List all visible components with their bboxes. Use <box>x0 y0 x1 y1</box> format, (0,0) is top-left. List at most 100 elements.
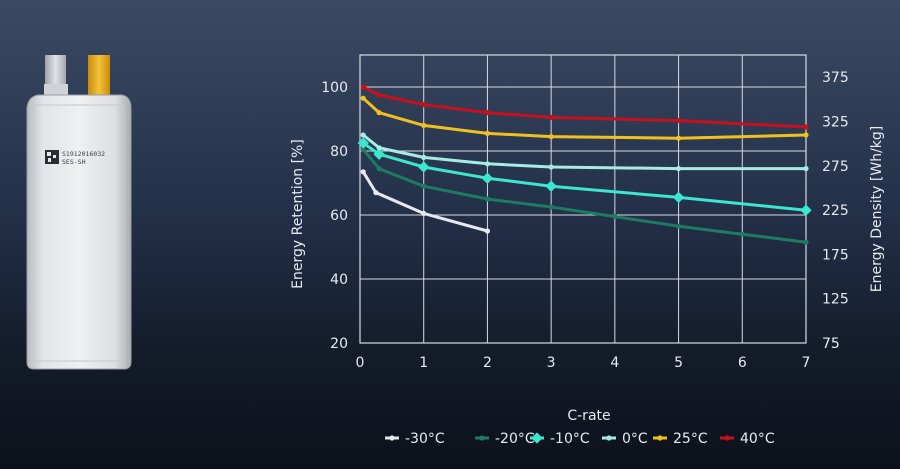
series-point <box>481 172 494 184</box>
series-point <box>360 169 366 175</box>
y2-tick-label: 125 <box>822 292 849 308</box>
series-point <box>484 130 491 136</box>
series-point <box>376 92 382 98</box>
y-axis-label: Energy Retention [%] <box>290 139 306 289</box>
y2-axis-label: Energy Density [Wh/kg] <box>869 126 885 293</box>
series--20C <box>360 146 809 245</box>
legend-item: 40°C <box>720 431 775 447</box>
y2-tick-label: 325 <box>822 114 849 130</box>
legend-item: -30°C <box>385 431 445 447</box>
series-point <box>421 122 427 128</box>
series-line <box>361 141 808 212</box>
battery-qr-code <box>45 150 59 164</box>
legend-label: -30°C <box>405 431 445 447</box>
legend-swatch-marker <box>724 435 730 441</box>
battery-tab-positive <box>88 55 110 103</box>
series-point <box>373 190 379 196</box>
series-point <box>548 114 554 120</box>
series-point <box>675 135 682 141</box>
series-point <box>418 161 430 173</box>
series-point <box>376 110 382 116</box>
y-tick-label: 20 <box>330 336 348 352</box>
legend-item: -20°C <box>475 431 535 447</box>
series-point <box>548 204 554 210</box>
y2-tick-label: 75 <box>822 336 840 352</box>
series-point <box>484 161 491 167</box>
series-line <box>361 170 489 233</box>
series-point <box>360 95 366 101</box>
series--30C <box>360 169 491 234</box>
series-point <box>803 166 809 172</box>
x-tick-label: 5 <box>674 355 683 371</box>
plot-frame <box>359 54 807 344</box>
legend-swatch-marker <box>479 435 485 441</box>
battery-cell-image: S1912016032 SES-SH <box>26 55 132 370</box>
series-point <box>672 191 685 204</box>
series-point <box>675 118 682 124</box>
series-line <box>361 85 808 129</box>
series-point <box>675 166 682 172</box>
y-tick-label: 40 <box>330 272 348 288</box>
series-line <box>361 147 808 244</box>
series-point <box>373 148 385 160</box>
series-point <box>421 210 427 216</box>
legend-swatch-marker <box>389 435 395 441</box>
legend-item: 0°C <box>602 431 648 447</box>
legend-item: -10°C <box>530 431 590 447</box>
y2-tick-label: 275 <box>822 159 849 175</box>
series-point <box>675 223 682 229</box>
series-point <box>545 180 557 192</box>
series-point <box>360 146 366 152</box>
y2-tick-label: 175 <box>822 247 849 263</box>
x-tick-label: 1 <box>419 355 428 371</box>
y2-axis-ticks: 75 125 175 225 275 325 375 <box>822 70 849 352</box>
x-axis-ticks: 0 1 2 3 4 5 6 7 <box>356 355 811 371</box>
series-point <box>548 164 554 170</box>
x-tick-label: 2 <box>483 355 492 371</box>
battery-label-line1: S1912016032 <box>62 150 105 158</box>
chart-grid <box>359 54 807 344</box>
battery-label-line2: SES-SH <box>62 158 86 166</box>
legend-swatch-marker <box>657 435 663 441</box>
x-tick-label: 7 <box>802 355 811 371</box>
series-point <box>548 134 554 140</box>
legend-label: 25°C <box>673 431 708 447</box>
series-40C <box>360 84 809 130</box>
legend-swatch-marker <box>606 435 612 441</box>
legend-item: 25°C <box>653 431 708 447</box>
y2-tick-label: 225 <box>822 203 849 219</box>
series-point <box>739 231 745 237</box>
legend-swatch-marker <box>531 432 543 444</box>
x-tick-label: 4 <box>610 355 619 371</box>
legend-label: 0°C <box>622 431 648 447</box>
chart-series <box>357 84 812 245</box>
series-0C <box>360 132 809 172</box>
x-tick-label: 6 <box>738 355 747 371</box>
series-point <box>360 84 366 90</box>
series-point <box>484 228 491 234</box>
x-tick-label: 3 <box>547 355 556 371</box>
series-point <box>803 239 809 245</box>
series-point <box>376 145 382 151</box>
x-tick-label: 0 <box>356 355 365 371</box>
series-line <box>361 133 808 171</box>
legend-label: -20°C <box>495 431 535 447</box>
series-point <box>421 102 427 108</box>
chart-legend: -30°C -20°C -10°C 0°C 25°C 40°C <box>385 431 775 447</box>
legend-label: -10°C <box>550 431 590 447</box>
legend-label: 40°C <box>740 431 775 447</box>
series-25C <box>360 95 809 141</box>
series-point <box>800 204 812 216</box>
series-point <box>484 196 491 202</box>
series-point <box>421 154 427 160</box>
y-tick-label: 60 <box>330 208 348 224</box>
y-axis-ticks: 20 40 60 80 100 <box>321 80 348 352</box>
series-point <box>612 214 618 220</box>
series-point <box>803 132 809 138</box>
y-tick-label: 100 <box>321 80 348 96</box>
series--10C <box>357 137 812 216</box>
y-tick-label: 80 <box>330 144 348 160</box>
series-point <box>484 110 491 116</box>
x-axis-label: C-rate <box>567 408 610 424</box>
